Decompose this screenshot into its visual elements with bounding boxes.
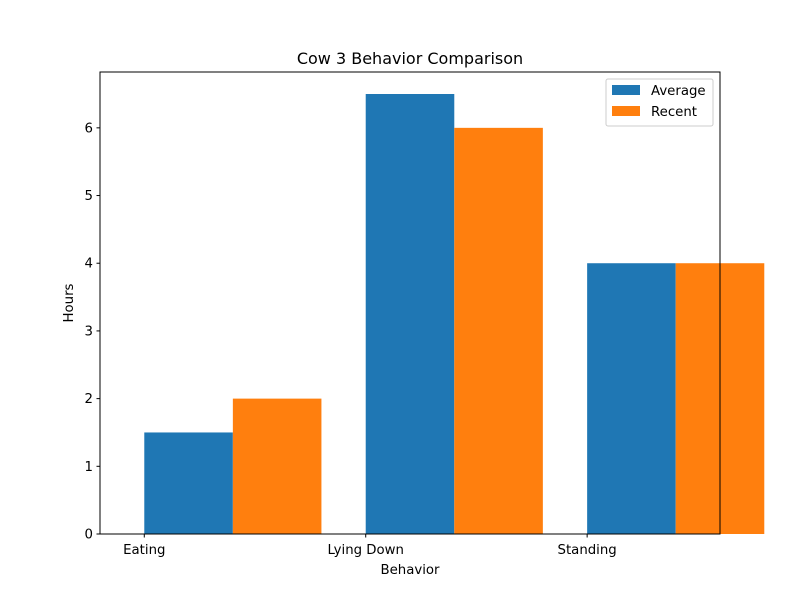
legend-label-average: Average (651, 84, 706, 99)
legend: Average Recent (605, 78, 714, 127)
x-axis-title: Behavior (380, 563, 440, 578)
x-tick-label: Lying Down (327, 543, 404, 558)
y-axis-ticks: 0 1 2 3 4 5 6 (85, 121, 100, 543)
legend-swatch-recent (612, 106, 640, 116)
y-tick-label: 5 (85, 189, 93, 204)
y-axis-title: Hours (62, 283, 77, 322)
bar-average-lying-down (365, 94, 455, 534)
x-axis-ticks: Eating Lying Down Standing (123, 534, 617, 558)
chart-title: Cow 3 Behavior Comparison (297, 49, 523, 68)
plot-frame (99, 71, 721, 535)
bar-average-eating (144, 432, 233, 534)
y-tick-label: 2 (85, 392, 93, 407)
bar-average-standing (587, 263, 676, 534)
y-tick-label: 3 (85, 324, 93, 339)
y-tick-label: 0 (85, 528, 93, 543)
x-tick-label: Eating (123, 543, 165, 558)
y-tick-label: 1 (85, 460, 93, 475)
bars-group (144, 94, 765, 534)
bar-recent-lying-down (454, 127, 543, 534)
legend-swatch-average (612, 85, 640, 95)
x-tick-label: Standing (558, 543, 617, 558)
bar-recent-eating (232, 398, 322, 534)
y-tick-label: 4 (85, 257, 93, 272)
y-tick-label: 6 (85, 121, 93, 136)
legend-label-recent: Recent (651, 105, 697, 120)
